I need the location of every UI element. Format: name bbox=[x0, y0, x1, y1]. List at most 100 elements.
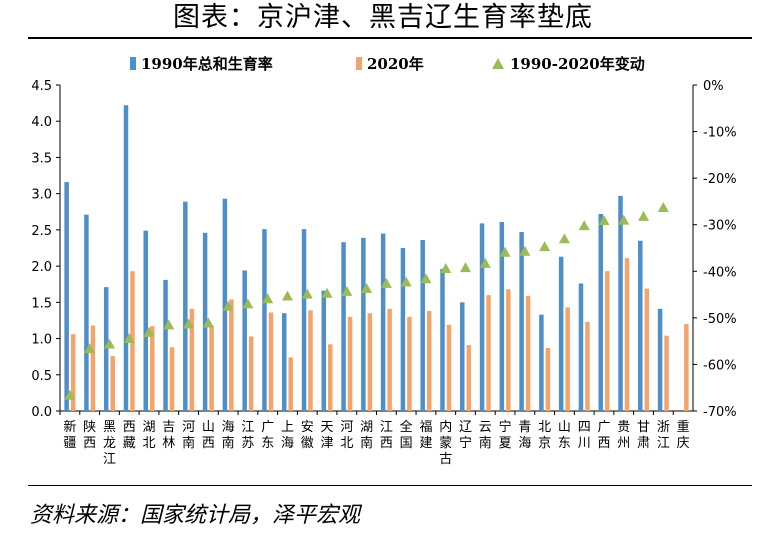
bar-1990 bbox=[558, 256, 564, 411]
x-category-label: 蒙 bbox=[439, 436, 452, 451]
x-category-label: 疆 bbox=[63, 436, 76, 451]
y-left-tick-label: 2.5 bbox=[31, 224, 52, 239]
bar-1990 bbox=[440, 269, 445, 411]
x-category-label: 北 bbox=[143, 436, 156, 451]
y-right-tick-label: -10% bbox=[703, 126, 737, 141]
x-category-label: 西 bbox=[123, 420, 136, 435]
change-marker bbox=[183, 318, 195, 329]
legend-item-1990: 1990年总和生育率 bbox=[130, 52, 273, 74]
change-marker bbox=[341, 285, 353, 296]
x-category-label: 四 bbox=[578, 420, 591, 435]
x-category-label: 川 bbox=[578, 436, 591, 451]
bar-1990 bbox=[183, 201, 188, 411]
x-category-label: 苏 bbox=[241, 435, 254, 451]
bar-2020 bbox=[407, 316, 412, 411]
x-category-label: 南 bbox=[182, 435, 195, 451]
x-category-label: 南 bbox=[222, 435, 235, 451]
change-marker bbox=[479, 257, 491, 268]
x-category-label: 内 bbox=[439, 419, 452, 435]
x-category-label: 江 bbox=[380, 420, 393, 435]
x-category-label: 龙 bbox=[103, 436, 116, 451]
bar-1990 bbox=[341, 242, 346, 411]
bar-1990 bbox=[598, 213, 603, 411]
bar-1990 bbox=[163, 279, 168, 411]
bar-2020 bbox=[585, 321, 590, 411]
x-category-label: 广 bbox=[597, 420, 610, 435]
change-marker bbox=[262, 293, 274, 304]
x-category-label: 宁 bbox=[459, 435, 472, 451]
x-category-label: 徽 bbox=[301, 436, 314, 451]
bar-2020 bbox=[664, 335, 669, 411]
x-category-label: 陕 bbox=[83, 420, 96, 435]
change-marker bbox=[519, 245, 531, 256]
bar-1990 bbox=[578, 283, 584, 411]
x-category-label: 南 bbox=[360, 435, 373, 451]
y-left-tick-label: 2.0 bbox=[31, 260, 52, 275]
bar-2020 bbox=[446, 324, 452, 411]
change-marker bbox=[123, 332, 135, 343]
y-left-tick-label: 1.0 bbox=[31, 333, 52, 348]
change-marker bbox=[64, 389, 76, 400]
change-marker bbox=[321, 287, 333, 298]
source-note: 资料来源：国家统计局，泽平宏观 bbox=[30, 503, 361, 528]
x-category-label: 津 bbox=[321, 436, 334, 451]
x-category-label: 贵 bbox=[617, 420, 630, 435]
y-right-tick-label: -50% bbox=[703, 312, 737, 327]
y-right-tick-label: 0% bbox=[703, 79, 724, 94]
bar-1990 bbox=[202, 232, 208, 411]
legend-label-2020: 2020年 bbox=[367, 54, 424, 73]
bar-2020 bbox=[486, 295, 491, 411]
bar-1990 bbox=[400, 248, 406, 411]
bar-1990 bbox=[84, 214, 89, 411]
bar-1990 bbox=[380, 233, 386, 411]
x-category-label: 北 bbox=[340, 436, 353, 451]
x-category-label: 宁 bbox=[499, 419, 512, 435]
change-marker bbox=[301, 288, 313, 299]
bar-1990 bbox=[262, 229, 267, 411]
x-category-label: 湖 bbox=[360, 420, 373, 435]
bar-1990 bbox=[519, 232, 524, 411]
y-right-tick-label: -30% bbox=[703, 219, 737, 234]
x-category-label: 建 bbox=[419, 436, 432, 451]
y-left-tick-label: 3.5 bbox=[31, 151, 52, 166]
change-marker bbox=[499, 246, 511, 257]
bar-2020 bbox=[347, 316, 353, 411]
bar-2020 bbox=[70, 334, 76, 411]
x-category-label: 云 bbox=[479, 420, 492, 435]
bar-1990 bbox=[242, 270, 247, 411]
x-category-label: 河 bbox=[182, 420, 195, 435]
x-category-label: 福 bbox=[419, 420, 432, 435]
x-category-label: 江 bbox=[103, 452, 116, 467]
x-category-label: 古 bbox=[439, 452, 452, 467]
x-category-label: 国 bbox=[400, 436, 413, 451]
change-marker bbox=[618, 214, 630, 225]
bar-1990 bbox=[281, 313, 287, 411]
change-marker bbox=[400, 276, 412, 287]
bar-1990 bbox=[638, 240, 643, 411]
x-category-label: 南 bbox=[479, 435, 492, 451]
bar-1990 bbox=[222, 198, 228, 411]
y-left-tick-label: 4.5 bbox=[31, 79, 52, 94]
y-left-tick-label: 0.5 bbox=[31, 369, 52, 384]
x-category-label: 林 bbox=[162, 436, 175, 451]
x-category-label: 浙 bbox=[657, 420, 670, 435]
x-category-label: 天 bbox=[321, 420, 334, 435]
change-marker bbox=[380, 277, 392, 288]
legend-item-2020: 2020年 bbox=[356, 52, 424, 74]
x-category-label: 北 bbox=[538, 420, 551, 435]
bar-1990 bbox=[657, 308, 663, 411]
change-marker bbox=[202, 317, 214, 328]
change-marker bbox=[361, 283, 373, 294]
x-category-label: 海 bbox=[222, 420, 235, 435]
x-category-label: 西 bbox=[597, 436, 610, 451]
bar-2020 bbox=[367, 313, 373, 411]
change-marker bbox=[143, 326, 155, 337]
bar-2020 bbox=[604, 271, 610, 411]
y-left-tick-label: 1.5 bbox=[31, 296, 52, 311]
change-marker bbox=[657, 202, 669, 213]
x-category-label: 藏 bbox=[123, 436, 136, 451]
x-category-label: 江 bbox=[241, 420, 254, 435]
x-category-label: 东 bbox=[558, 436, 571, 451]
x-category-label: 新 bbox=[63, 419, 76, 435]
